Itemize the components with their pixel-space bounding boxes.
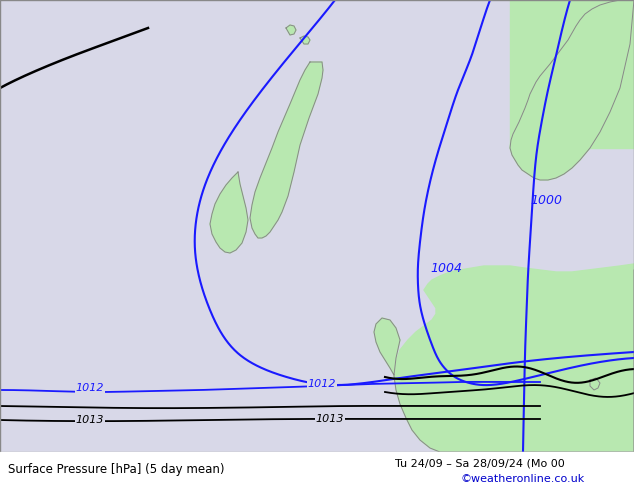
Polygon shape [300,36,310,44]
Text: 1013: 1013 [75,415,104,425]
Polygon shape [510,0,634,148]
Text: 1012: 1012 [307,379,336,389]
Polygon shape [510,0,634,180]
Polygon shape [374,318,400,375]
Text: 1012: 1012 [75,383,104,393]
Text: 1013: 1013 [316,414,344,424]
Polygon shape [210,172,248,253]
Text: Surface Pressure [hPa] (5 day mean): Surface Pressure [hPa] (5 day mean) [8,464,224,476]
Text: Tu 24/09 – Sa 28/09/24 (Mo 00: Tu 24/09 – Sa 28/09/24 (Mo 00 [395,458,565,468]
Polygon shape [250,62,323,238]
Polygon shape [394,264,634,452]
Bar [0,452,634,490]
Text: ©weatheronline.co.uk: ©weatheronline.co.uk [460,474,585,484]
Polygon shape [590,378,600,390]
Polygon shape [286,25,296,35]
Text: 1000: 1000 [530,194,562,206]
Text: 1004: 1004 [430,262,462,274]
